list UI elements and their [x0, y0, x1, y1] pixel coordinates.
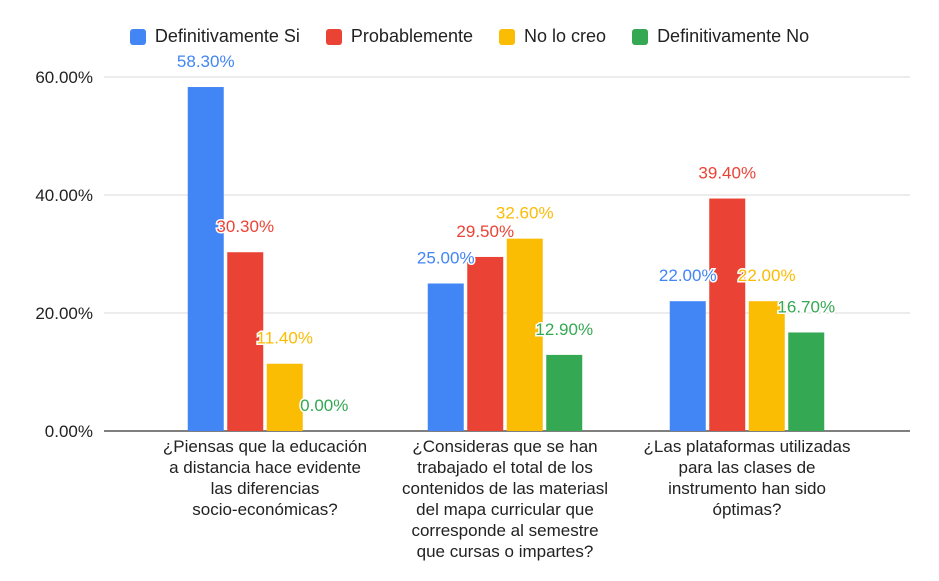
bar [709, 198, 746, 431]
legend-label: Definitivamente No [657, 26, 810, 46]
x-category-label-line: ¿Las plataformas utilizadas [643, 437, 851, 456]
bar [669, 301, 706, 431]
legend-swatch [499, 28, 516, 45]
x-category-label: ¿Consideras que se han trabajado el total… [385, 436, 625, 562]
data-label: 11.40% [257, 329, 313, 348]
data-label: 29.50% [456, 222, 514, 241]
x-category-label-line: instrumento han sido [668, 479, 826, 498]
data-label: 22.00% [659, 266, 717, 285]
data-label: 25.00% [417, 249, 475, 268]
legend-label: Probablemente [350, 26, 474, 46]
legend-item-no-lo-creo: No lo creo [499, 26, 606, 47]
bar [227, 252, 264, 431]
x-category-label-line: trabajado el total de los [417, 458, 593, 477]
x-category-label-line: que cursas o impartes? [416, 542, 594, 561]
data-label: 12.90% [535, 320, 593, 339]
x-category-label: ¿Las plataformas utilizadas para las clas… [627, 436, 867, 520]
data-label: 32.60% [496, 204, 554, 223]
legend-label: No lo creo [524, 26, 607, 46]
bar [187, 87, 224, 431]
x-category-label-line: a distancia hace evidente [169, 458, 361, 477]
data-label: 22.00% [738, 266, 796, 285]
y-tick-label: 60.00% [35, 68, 93, 87]
legend-swatch [129, 28, 146, 45]
x-category-label-line: ¿Consideras que se han [412, 437, 598, 456]
y-tick-label: 0.00% [45, 422, 93, 441]
legend-label: Definitivamente Si [154, 26, 300, 46]
y-tick-label: 40.00% [35, 186, 93, 205]
data-label: 30.30% [216, 217, 274, 236]
x-category-label-line: óptimas? [712, 500, 782, 519]
bar [266, 363, 303, 431]
x-category-label-line: ¿Piensas que la educación [162, 437, 368, 456]
bar [427, 283, 464, 431]
bar [506, 238, 543, 431]
bar [788, 332, 825, 431]
legend-swatch [632, 28, 649, 45]
bar [546, 354, 583, 431]
x-category-label-line: del mapa curricular que [416, 500, 594, 519]
legend: Definitivamente Si Probablemente No lo c… [0, 26, 939, 47]
data-label: 58.30% [177, 52, 235, 71]
x-category-label: ¿Piensas que la educación a distancia hac… [145, 436, 385, 520]
legend-item-probablemente: Probablemente [325, 26, 474, 47]
x-category-label-line: contenidos de las materiasl [401, 479, 608, 498]
x-category-label-line: las diferencias [210, 479, 320, 498]
legend-swatch [325, 28, 342, 45]
x-category-label-line: socio-económicas? [192, 500, 338, 519]
data-label: 16.70% [777, 297, 835, 316]
x-category-label-line: para las clases de [678, 458, 816, 477]
data-label: 39.40% [698, 164, 756, 183]
bar [467, 256, 504, 431]
y-tick-label: 20.00% [35, 304, 93, 323]
data-label: 0.00% [300, 396, 348, 415]
x-category-label-line: corresponde al semestre [411, 521, 599, 540]
legend-item-definitivamente-no: Definitivamente No [632, 26, 809, 47]
legend-item-definitivamente-si: Definitivamente Si [129, 26, 300, 47]
bar [748, 301, 785, 431]
